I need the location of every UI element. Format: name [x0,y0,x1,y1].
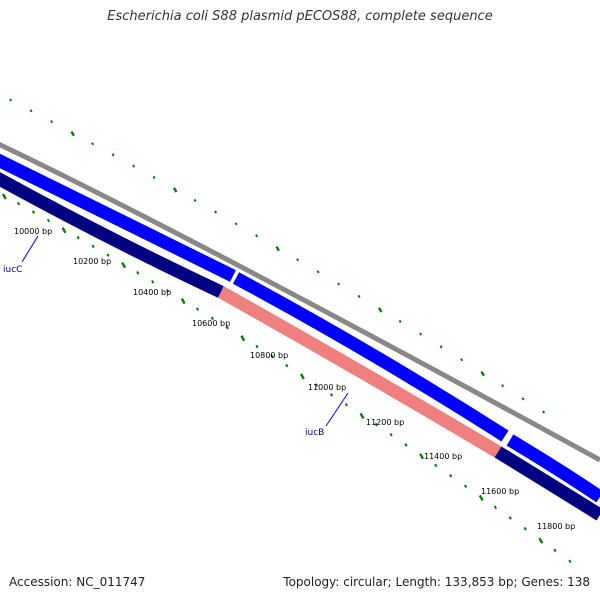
outer-tick-dot [480,370,485,377]
outer-tick-dot [521,397,525,401]
inner-tick-mark [270,354,274,358]
highlight-feature-bar [217,286,502,458]
inner-tick-mark [76,235,80,240]
outer-tick-dot [255,234,259,238]
tick-label: 11400 bp [424,452,462,461]
inner-tick-mark [464,484,468,489]
inner-tick-mark [255,344,259,349]
gene-label-text: iucC [3,265,22,275]
outer-tick-dot [193,198,197,203]
forward-feature-bar-left [0,153,236,282]
outer-tick-dot [152,175,156,180]
inner-tick-mark [508,516,512,520]
outer-tick-dot [460,358,464,362]
inner-tick-mark [568,559,572,564]
outer-tick-dot [70,130,75,137]
inner-tick-mark [359,412,365,419]
map-title: Escherichia coli S88 plasmid pECOS88, co… [107,9,493,24]
inner-tick-mark [61,227,67,234]
inner-tick-mark [180,298,186,305]
inner-tick-mark [106,253,110,257]
inner-tick-mark [31,210,36,214]
tick-label: 10800 bp [250,351,288,360]
reverse-feature-bar-right [494,446,600,521]
outer-tick-dot [337,282,341,286]
outer-tick-dot [501,384,505,388]
outer-tick-dot [214,210,218,214]
reverse-feature-bar-left [0,172,224,298]
outer-tick-dot [377,307,383,313]
inner-tick-mark [46,218,50,223]
outer-tick-dot [357,294,361,299]
inner-tick-mark [404,443,408,447]
outer-tick-dot [296,258,300,262]
inner-tick-mark [285,363,289,368]
inner-tick-mark [478,494,484,502]
inner-tick-mark [374,422,378,427]
outer-tick-dot [316,270,320,274]
tick-label: 11200 bp [366,418,404,427]
inner-tick-mark [240,335,246,342]
outer-tick-dot [91,142,95,146]
inner-tick-mark [419,453,425,460]
accession-text: Accession: NC_011747 [9,575,146,589]
tick-label: 11800 bp [537,522,575,531]
inner-tick-mark [493,505,497,510]
gene-label-leader [325,392,349,427]
outer-tick-dot [9,98,13,102]
inner-tick-mark [17,201,21,206]
outer-tick-dot [439,345,443,349]
inner-tick-mark [389,432,393,437]
inner-tick-mark [166,289,170,293]
tick-label: 10400 bp [133,288,171,297]
tick-label: 10000 bp [14,227,52,236]
tick-label: 11000 bp [308,383,346,392]
inner-tick-mark [136,271,140,275]
inner-tick-mark [210,316,214,321]
inner-tick-marks [1,193,572,564]
inner-tick-mark [121,262,127,269]
forward-feature-bar-right [232,272,509,442]
outer-tick-dot [234,222,238,226]
inner-tick-mark [195,307,199,311]
gene-label-iucC[interactable]: iucC [3,235,39,275]
inner-tick-mark [1,193,7,200]
outer-tick-dot [50,120,54,124]
gene-label-text: iucB [305,428,324,438]
tick-label: 11600 bp [481,487,519,496]
tick-label: 10200 bp [73,257,111,266]
inner-tick-mark [553,548,557,553]
inner-tick-mark [434,463,438,468]
gene-label-leader [21,235,39,263]
outer-tick-marks [9,98,546,414]
inner-tick-mark [449,474,453,478]
inner-tick-mark [329,393,334,397]
inner-tick-mark [225,325,229,330]
inner-tick-mark [91,244,95,249]
outer-tick-dot [398,319,402,324]
backbone-line [0,141,600,463]
scale-labels: 10000 bp 10200 bp 10400 bp 10600 bp 1080… [14,227,575,531]
outer-tick-dot [275,245,280,252]
forward-feature-bar-end [506,434,600,503]
inner-tick-mark [344,402,348,407]
inner-tick-mark [299,373,305,380]
outer-tick-dot [172,187,178,193]
outer-tick-dot [419,332,423,336]
outer-tick-dot [29,109,33,113]
topology-summary: Topology: circular; Length: 133,853 bp; … [283,575,590,589]
outer-tick-dot [111,153,115,157]
gene-label-iucB[interactable]: iucB [305,392,349,438]
outer-tick-dot [542,410,546,414]
inner-tick-mark [538,537,544,544]
inner-tick-mark [315,383,319,387]
tick-label: 10600 bp [192,319,230,328]
inner-tick-mark [523,526,527,531]
inner-tick-mark [151,280,155,284]
outer-tick-dot [132,164,136,168]
